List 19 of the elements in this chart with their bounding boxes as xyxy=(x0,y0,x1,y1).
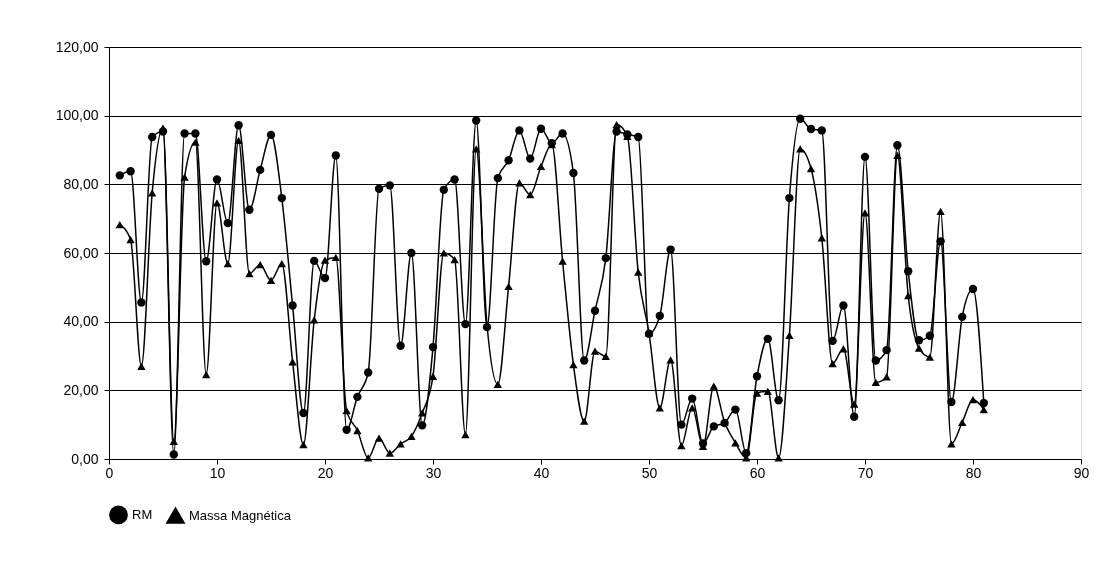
y-tick-label: 100,00 xyxy=(55,107,99,124)
x-tick-label: 10 xyxy=(209,464,226,481)
y-tick-label: 20,00 xyxy=(63,381,99,398)
x-tick-label: 90 xyxy=(1073,464,1090,481)
y-tick-label: 40,00 xyxy=(63,313,99,330)
x-tick-label: 50 xyxy=(641,464,658,481)
x-tick-label: 30 xyxy=(425,464,442,481)
x-tick-label: 80 xyxy=(965,464,982,481)
y-tick-label: 80,00 xyxy=(63,175,99,192)
legend-label: Massa Magnética xyxy=(189,507,292,523)
legend-label: RM xyxy=(132,506,153,522)
x-tick-label: 20 xyxy=(317,464,334,481)
y-tick-label: 120,00 xyxy=(55,38,99,55)
x-tick-label: 60 xyxy=(749,464,766,481)
y-tick-label: 60,00 xyxy=(63,244,99,261)
x-tick-label: 40 xyxy=(533,464,550,481)
y-tick-label: 0,00 xyxy=(71,450,99,467)
x-tick-label: 70 xyxy=(857,464,874,481)
x-tick-label: 0 xyxy=(105,464,114,481)
